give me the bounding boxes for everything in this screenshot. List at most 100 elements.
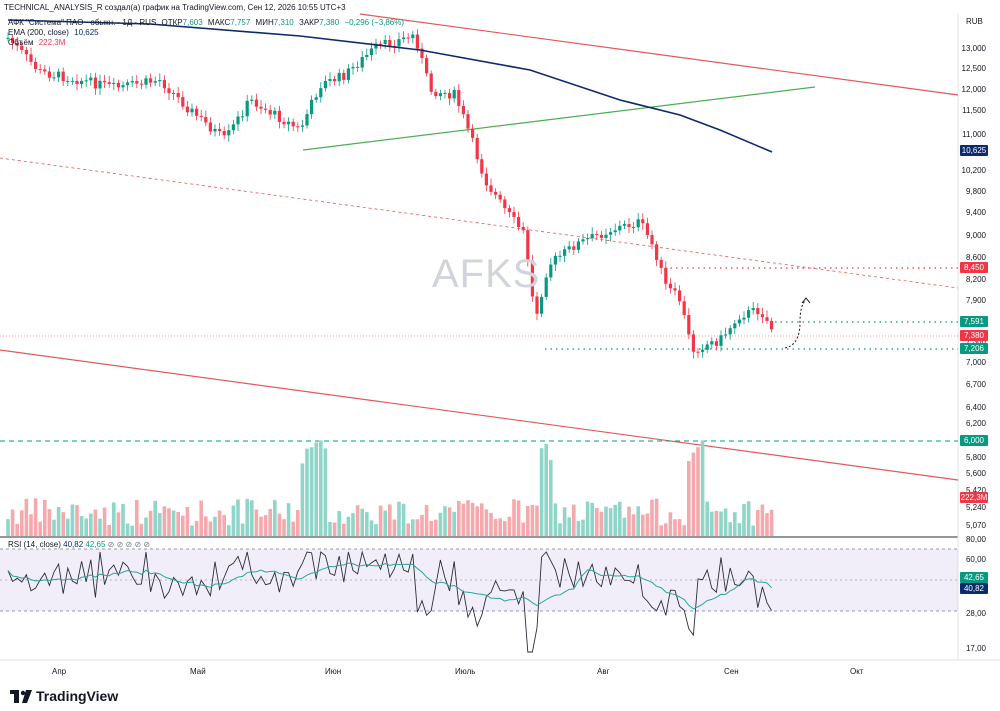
candle[interactable] [659, 259, 663, 268]
candle[interactable] [98, 80, 102, 89]
candle[interactable] [231, 124, 235, 131]
candle[interactable] [116, 82, 120, 88]
rsi-settings-icons[interactable]: ⊘ ⊘ ⊘ ⊘ ⊘ [107, 540, 151, 549]
candle[interactable] [563, 249, 567, 256]
candle[interactable] [236, 116, 240, 125]
lower-trendline[interactable] [0, 349, 959, 481]
candle[interactable] [742, 317, 746, 320]
candle[interactable] [259, 106, 263, 109]
candle[interactable] [80, 80, 84, 85]
tradingview-logo[interactable]: TradingView [10, 688, 118, 704]
candle[interactable] [507, 208, 511, 213]
candle[interactable] [751, 308, 755, 311]
candle[interactable] [622, 224, 626, 226]
candle[interactable] [126, 82, 130, 86]
candle[interactable] [535, 296, 539, 314]
candle[interactable] [245, 100, 249, 117]
candle[interactable] [770, 320, 774, 330]
candle[interactable] [714, 341, 718, 346]
rsi-legend[interactable]: RSI (14, close) 40,82 42,65 ⊘ ⊘ ⊘ ⊘ ⊘ [8, 540, 150, 549]
candle[interactable] [103, 80, 107, 83]
candle[interactable] [84, 80, 88, 82]
candle[interactable] [121, 85, 125, 88]
candle[interactable] [57, 71, 61, 78]
candle[interactable] [167, 88, 171, 94]
candle[interactable] [572, 246, 576, 250]
candle[interactable] [227, 130, 231, 136]
candle[interactable] [342, 72, 346, 80]
candle[interactable] [6, 37, 10, 39]
candle[interactable] [655, 244, 659, 260]
candle[interactable] [512, 212, 516, 218]
candle[interactable] [604, 234, 608, 238]
candle[interactable] [328, 78, 332, 81]
candle[interactable] [185, 106, 189, 113]
candle[interactable] [93, 77, 97, 89]
candle[interactable] [213, 128, 217, 132]
candle[interactable] [728, 328, 732, 335]
candle[interactable] [613, 230, 617, 233]
green-trendline[interactable] [302, 86, 816, 151]
candle[interactable] [475, 137, 479, 160]
candle[interactable] [287, 121, 291, 125]
mid-trendline[interactable] [0, 157, 959, 289]
candle[interactable] [11, 37, 15, 43]
candle[interactable] [268, 109, 272, 115]
candle[interactable] [218, 128, 222, 131]
candle[interactable] [494, 191, 498, 195]
candle[interactable] [346, 68, 350, 80]
candle[interactable] [52, 77, 56, 79]
candle[interactable] [425, 58, 429, 74]
candle[interactable] [632, 227, 636, 229]
candle[interactable] [530, 260, 534, 297]
candle[interactable] [549, 264, 553, 278]
candle[interactable] [756, 308, 760, 315]
candle[interactable] [305, 114, 309, 126]
candle[interactable] [70, 80, 74, 82]
candle[interactable] [641, 219, 645, 224]
candle[interactable] [678, 290, 682, 302]
candle[interactable] [590, 234, 594, 239]
candle[interactable] [29, 54, 33, 62]
candle[interactable] [374, 43, 378, 49]
candle[interactable] [158, 80, 162, 82]
candle[interactable] [273, 110, 277, 115]
candle[interactable] [34, 61, 38, 70]
candle[interactable] [402, 37, 406, 40]
candle[interactable] [66, 80, 70, 82]
candle[interactable] [135, 81, 139, 84]
candle[interactable] [747, 310, 751, 318]
candle[interactable] [544, 277, 548, 297]
candle[interactable] [89, 77, 93, 81]
ema-200-line[interactable] [7, 19, 773, 153]
candle[interactable] [599, 234, 603, 238]
candle[interactable] [43, 69, 47, 72]
candle[interactable] [673, 288, 677, 291]
candle[interactable] [319, 88, 323, 98]
candle[interactable] [406, 37, 410, 39]
candle[interactable] [314, 97, 318, 100]
candle[interactable] [710, 341, 714, 345]
candle[interactable] [696, 351, 700, 353]
candle[interactable] [264, 108, 268, 110]
rsi-line[interactable] [7, 550, 772, 653]
candle[interactable] [61, 71, 65, 82]
candle[interactable] [595, 234, 599, 236]
candle[interactable] [586, 238, 590, 240]
candle[interactable] [609, 232, 613, 235]
candle[interactable] [38, 69, 42, 71]
upper-trendline[interactable] [359, 13, 959, 96]
candle[interactable] [208, 122, 212, 132]
candle[interactable] [162, 80, 166, 89]
candle[interactable] [379, 43, 383, 45]
candle[interactable] [172, 93, 176, 95]
candle[interactable] [139, 83, 143, 85]
candle[interactable] [452, 89, 456, 99]
candle[interactable] [733, 323, 737, 329]
candle[interactable] [618, 225, 622, 231]
candle[interactable] [484, 173, 488, 186]
candle[interactable] [296, 126, 300, 128]
candle[interactable] [323, 80, 327, 89]
candle[interactable] [337, 72, 341, 82]
